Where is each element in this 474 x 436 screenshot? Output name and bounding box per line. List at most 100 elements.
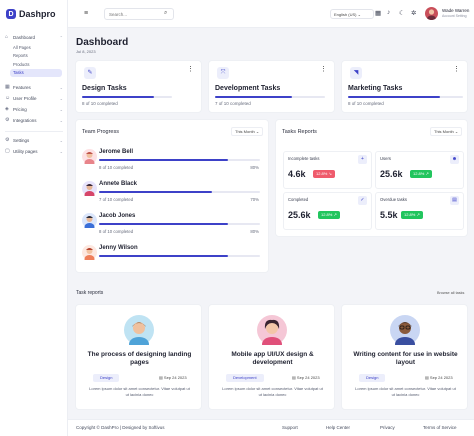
megaphone-icon: ◥ [350, 67, 362, 79]
task-card-marketing[interactable]: ◥ ⋮ Marketing Tasks 8 of 10 completed [341, 60, 468, 113]
task-card-subtitle: 7 of 10 completed [215, 101, 251, 106]
month-filter[interactable]: This Month ⌄ [430, 127, 463, 136]
member-progress-percent: 70% [250, 197, 259, 202]
task-report-title: Writing content for use in website layou… [353, 351, 458, 366]
user-role: Account Setting [442, 14, 467, 18]
footer-link-support[interactable]: Support [282, 425, 298, 430]
sidebar: D Dashpro ⌂ Dashboard ⌃ All Pages Report… [0, 0, 68, 436]
search-icon[interactable]: ⌕ [164, 10, 168, 16]
users-icon: ☻ [450, 155, 459, 164]
task-reports-title: Task reports [76, 290, 104, 296]
team-member-row[interactable]: Jacob Jones 8 of 10 completed 80% [82, 213, 265, 237]
month-filter[interactable]: This Month ⌄ [231, 127, 264, 136]
more-icon[interactable]: ⋮ [187, 66, 194, 73]
footer-link-privacy[interactable]: Privacy [380, 425, 395, 430]
category-tag: Development [226, 374, 264, 382]
team-member-row[interactable]: Annete Black 7 of 10 completed 70% [82, 181, 265, 205]
task-report-card[interactable]: The process of designing landing pages D… [75, 304, 202, 410]
task-card-design[interactable]: ✎ ⋮ Design Tasks 8 of 10 completed [75, 60, 202, 113]
avatar [257, 315, 287, 351]
member-progress-percent: 80% [250, 165, 259, 170]
stat-value: 4.6k [288, 169, 306, 179]
sidebar-item-utility-pages[interactable]: ▢ Utility pages ⌄ [0, 146, 68, 157]
stat-label: Incomplete tasks [288, 156, 320, 161]
progress-bar [99, 159, 260, 161]
task-report-card[interactable]: Writing content for use in website layou… [341, 304, 468, 410]
sidebar-item-label: User Profile [13, 96, 37, 101]
chevron-down-icon: ⌄ [357, 12, 361, 17]
sidebar-sub-reports[interactable]: Reports [13, 53, 28, 59]
sidebar-sub-products[interactable]: Products [13, 61, 30, 67]
sidebar-item-integrations[interactable]: ⚙ Integrations ⌄ [0, 115, 68, 126]
task-report-date: ▤ Sep 24 2023 [292, 375, 320, 380]
sidebar-nav: ⌂ Dashboard ⌃ All Pages Reports Products… [0, 32, 68, 157]
language-select[interactable]: English (US) ⌄ [330, 9, 374, 19]
task-report-date: ▤ Sep 24 2023 [159, 375, 187, 380]
task-card-development[interactable]: ⤧ ⋮ Development Tasks 7 of 10 completed [208, 60, 335, 113]
sidebar-item-features[interactable]: ▦ Features ⌄ [0, 82, 68, 93]
more-icon[interactable]: ⋮ [453, 66, 460, 73]
task-card-title: Design Tasks [82, 85, 127, 92]
stat-value: 5.5k [380, 210, 398, 220]
task-report-card[interactable]: Mobile app UI/UX design & development De… [208, 304, 335, 410]
task-report-date-text: Sep 24 2023 [296, 375, 320, 380]
avatar [82, 149, 97, 167]
code-icon: ⤧ [217, 67, 229, 79]
calendar-icon: ▤ [425, 375, 429, 380]
footer-link-terms[interactable]: Terms of Service [423, 425, 457, 430]
logo-mark: D [6, 9, 16, 19]
progress-bar [215, 96, 325, 98]
page-date: Jul 8, 2023 [76, 49, 96, 54]
sidebar-item-user-profile[interactable]: ☺ User Profile ⌄ [0, 93, 68, 104]
apps-grid-icon[interactable]: ▦ [375, 10, 382, 17]
stat-box-completed: Completed ✓ 25.6k 12.8% ↗ [283, 192, 372, 230]
logo[interactable]: D Dashpro [6, 9, 56, 19]
chevron-down-icon: ⌄ [59, 138, 63, 143]
more-icon[interactable]: ⋮ [320, 66, 327, 73]
home-icon: ⌂ [5, 34, 9, 40]
month-filter-label: This Month [235, 129, 255, 134]
sidebar-item-dashboard[interactable]: ⌂ Dashboard ⌃ [0, 32, 68, 43]
trend-badge: 12.8% ↘ [313, 170, 335, 178]
stat-label: Overdue tasks [380, 197, 407, 202]
topbar: ≡ ⌕ English (US) ⌄ ▦ ♪ ☾ ✲ Wade Warren A… [68, 0, 474, 28]
sidebar-sub-all-pages[interactable]: All Pages [13, 44, 31, 50]
team-member-row[interactable]: Jerome Bell 8 of 10 completed 80% [82, 149, 265, 173]
month-filter-label: This Month [434, 129, 454, 134]
language-label: English (US) [334, 12, 357, 17]
page-title: Dashboard [76, 37, 129, 48]
sidebar-item-pricing[interactable]: ◈ Pricing ⌄ [0, 104, 68, 115]
copyright-text: Copyright © DashPro | Designed by Softiv… [76, 425, 165, 430]
team-progress-card: Team Progress This Month ⌄ Jerome Bell 8… [75, 119, 269, 273]
chevron-down-icon: ⌄ [59, 85, 63, 90]
chevron-down-icon: ⌄ [59, 96, 63, 101]
stat-box-users: Users ☻ 25.6k 12.8% ↗ [375, 151, 464, 189]
sidebar-item-label: Features [13, 85, 31, 90]
member-name: Jacob Jones [99, 213, 136, 219]
tasks-reports-card: Tasks Reports This Month ⌄ Incomplete ta… [275, 119, 468, 237]
sidebar-item-settings[interactable]: ⚙ Settings ⌄ [0, 135, 68, 146]
browse-all-link[interactable]: Browse all tasks [437, 291, 465, 295]
logo-text: Dashpro [19, 9, 56, 19]
avatar [82, 181, 97, 199]
member-progress-text: 8 of 10 completed [99, 229, 134, 234]
gear-icon[interactable]: ✲ [411, 10, 417, 17]
search-input[interactable] [104, 8, 174, 20]
team-progress-title: Team Progress [82, 129, 119, 135]
category-tag: Design [93, 374, 120, 382]
bell-icon[interactable]: ♪ [387, 9, 391, 16]
footer-link-help-center[interactable]: Help Center [326, 425, 351, 430]
stat-label: Users [380, 156, 391, 161]
file-icon: ▢ [5, 148, 10, 154]
menu-icon[interactable]: ≡ [84, 10, 89, 17]
moon-icon[interactable]: ☾ [399, 10, 405, 17]
user-avatar[interactable] [425, 7, 438, 20]
check-icon: ✓ [358, 196, 367, 205]
edit-icon: ✎ [84, 67, 96, 79]
user-name[interactable]: Wade Warren [442, 8, 470, 13]
progress-bar [99, 223, 260, 225]
sidebar-sub-tasks[interactable]: Tasks [10, 68, 62, 77]
avatar [82, 213, 97, 231]
team-member-row[interactable]: Jenny Wilson [82, 245, 265, 269]
avatar [390, 315, 420, 351]
